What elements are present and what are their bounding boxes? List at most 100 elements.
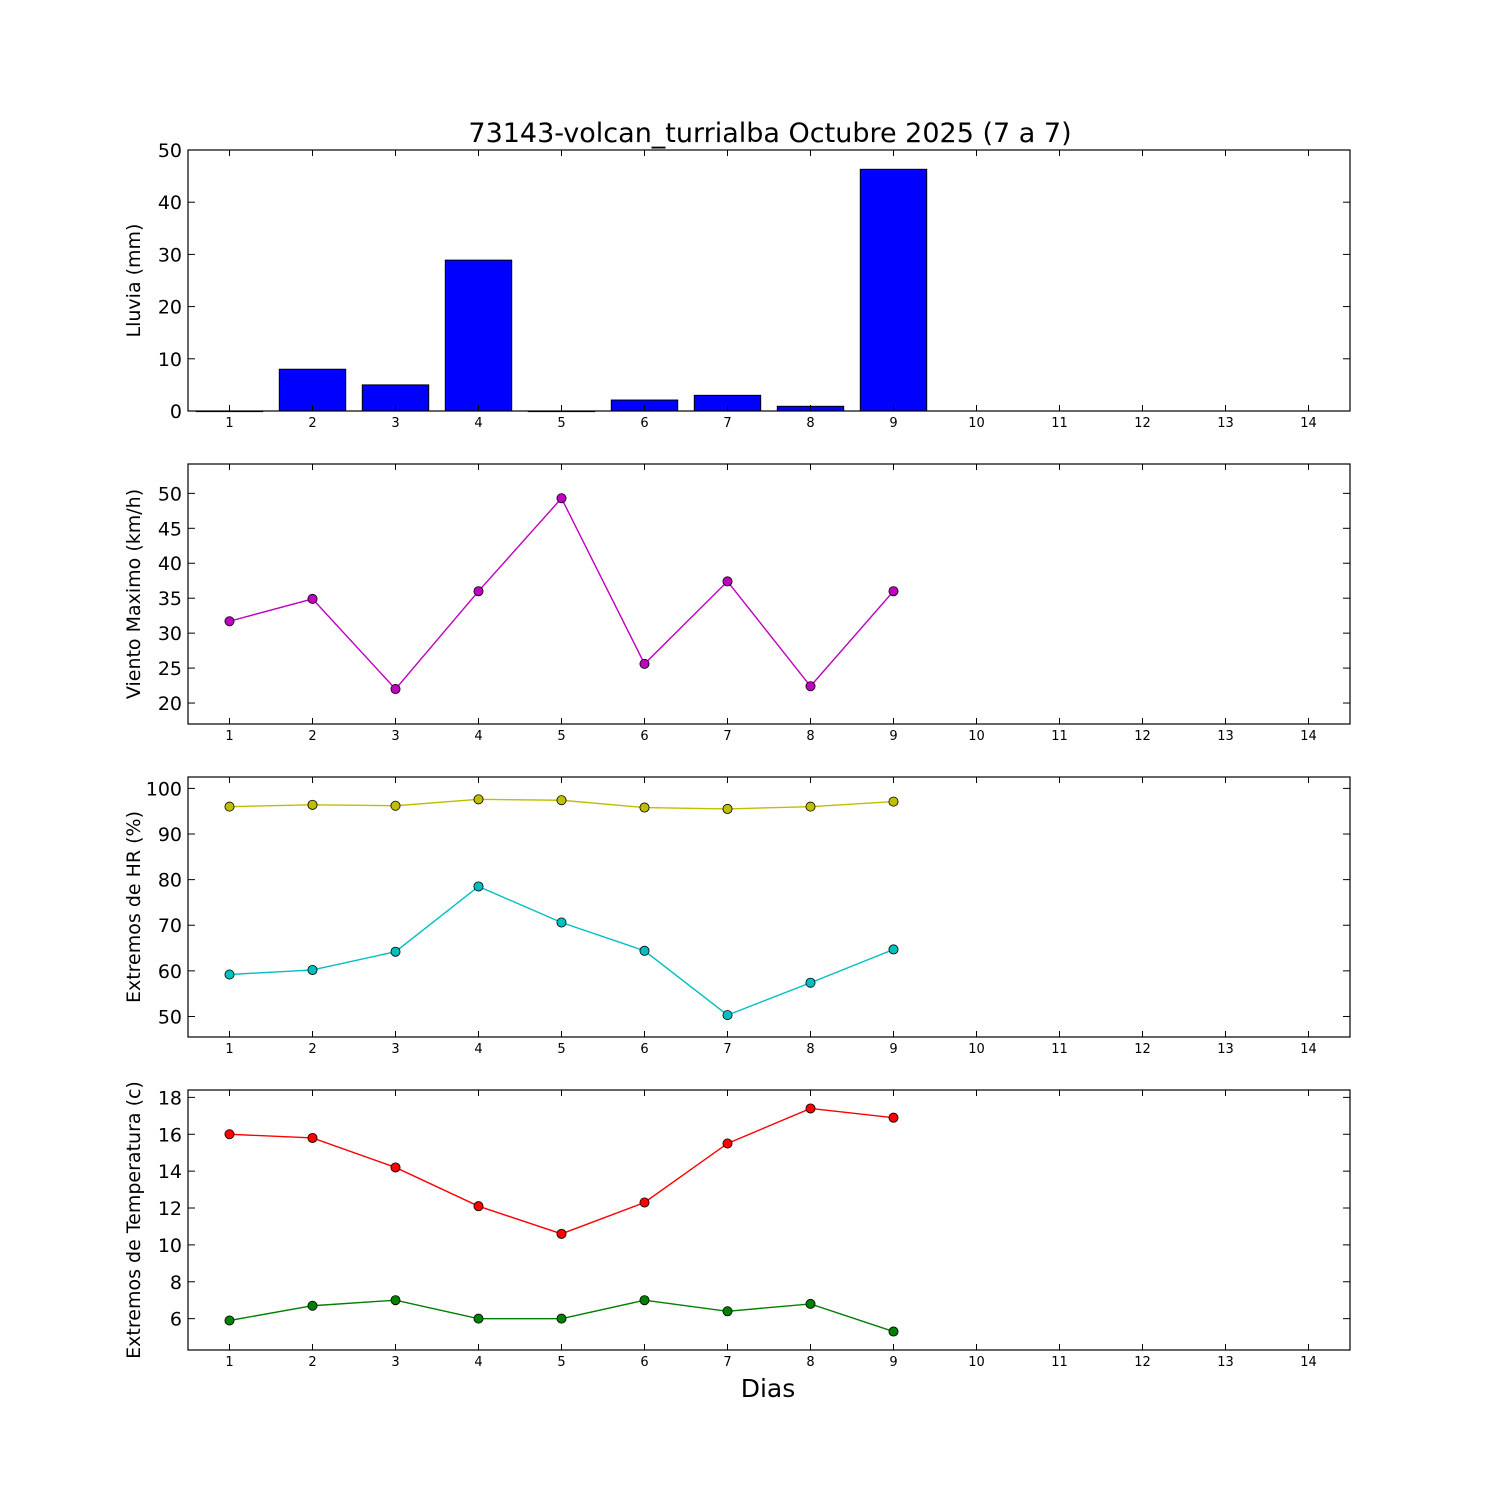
point-s1-day-2	[307, 799, 318, 810]
point-s1-day-5	[556, 493, 567, 504]
point-s1-day-4	[473, 586, 484, 597]
x-tick-label: 11	[1051, 1042, 1068, 1057]
y-tick-label: 18	[158, 1087, 182, 1109]
point-s2-day-5	[556, 1313, 567, 1324]
point-s1-day-7	[722, 1138, 733, 1149]
x-tick-label: 10	[968, 1355, 985, 1370]
point-s2-day-4	[473, 1313, 484, 1324]
x-tick-label: 10	[968, 416, 985, 431]
x-tick-label: 3	[391, 1042, 399, 1057]
point-s1-day-3	[390, 800, 401, 811]
panel-4: 1 2 3 4 5 6 7 8 9 10 11 12 13 14681012141618Extremos …	[123, 1081, 1351, 1370]
x-tick-label: 13	[1217, 1355, 1234, 1370]
x-tick-label: 8	[806, 416, 814, 431]
point-s2-day-3	[390, 1295, 401, 1306]
x-tick-label: 1	[225, 416, 233, 431]
x-tick-label: 9	[889, 729, 897, 744]
x-tick-label: 13	[1217, 1042, 1234, 1057]
point-s2-day-7	[722, 1010, 733, 1021]
y-tick-label: 10	[158, 1235, 182, 1257]
x-tick-label: 4	[474, 416, 482, 431]
x-tick-label: 5	[557, 416, 565, 431]
x-tick-label: 2	[308, 729, 316, 744]
point-s1-day-1	[224, 801, 235, 812]
x-tick-label: 14	[1300, 416, 1317, 431]
x-tick-label: 3	[391, 729, 399, 744]
x-tick-label: 4	[474, 729, 482, 744]
x-tick-label: 14	[1300, 729, 1317, 744]
y-tick-label: 50	[158, 1006, 182, 1028]
y-tick-label: 30	[158, 244, 182, 266]
x-tick-label: 4	[474, 1355, 482, 1370]
point-s2-day-9	[888, 1326, 899, 1337]
x-tick-label: 13	[1217, 729, 1234, 744]
x-tick-label: 10	[968, 1042, 985, 1057]
point-s2-day-6	[639, 1295, 650, 1306]
x-tick-label: 12	[1134, 729, 1151, 744]
x-tick-label: 11	[1051, 729, 1068, 744]
y-tick-label: 35	[158, 588, 182, 610]
axes-frame	[187, 1089, 1351, 1351]
y-tick-label: 20	[158, 693, 182, 715]
point-s2-day-2	[307, 964, 318, 975]
x-tick-label: 8	[806, 1355, 814, 1370]
point-s1-day-3	[390, 1162, 401, 1173]
x-tick-label: 6	[640, 416, 648, 431]
point-s2-day-8	[805, 1298, 816, 1309]
axes-frame	[187, 776, 1351, 1038]
point-s2-day-3	[390, 946, 401, 957]
axes-frame	[187, 149, 1351, 412]
point-s2-day-1	[224, 1315, 235, 1326]
y-tick-label: 40	[158, 553, 182, 575]
point-s1-day-6	[639, 658, 650, 669]
x-tick-label: 7	[723, 1355, 731, 1370]
point-s2-day-9	[888, 944, 899, 955]
x-tick-label: 6	[640, 1355, 648, 1370]
point-s1-day-9	[888, 1112, 899, 1123]
y-tick-label: 20	[158, 297, 182, 319]
y-tick-label: 12	[158, 1198, 182, 1220]
x-tick-label: 2	[308, 1355, 316, 1370]
bar-day-2	[278, 368, 347, 412]
y-tick-label: 90	[158, 824, 182, 846]
x-tick-label: 5	[557, 1042, 565, 1057]
x-tick-label: 7	[723, 729, 731, 744]
y-tick-label: 45	[158, 518, 182, 540]
x-tick-label: 5	[557, 1355, 565, 1370]
x-tick-label: 12	[1134, 1042, 1151, 1057]
y-tick-label: 10	[158, 349, 182, 371]
point-s1-day-6	[639, 802, 650, 813]
x-tick-label: 5	[557, 729, 565, 744]
y-tick-label: 50	[158, 483, 182, 505]
bar-day-9	[859, 168, 928, 412]
x-tick-label: 9	[889, 1355, 897, 1370]
x-tick-label: 13	[1217, 416, 1234, 431]
x-tick-label: 12	[1134, 416, 1151, 431]
point-s2-day-6	[639, 945, 650, 956]
axes-frame	[187, 463, 1351, 725]
x-axis-label: Dias	[741, 1374, 796, 1403]
point-s2-day-2	[307, 1300, 318, 1311]
x-tick-label: 8	[806, 729, 814, 744]
y-tick-label: 40	[158, 192, 182, 214]
y-tick-label: 8	[170, 1272, 182, 1294]
x-tick-label: 10	[968, 729, 985, 744]
x-tick-label: 11	[1051, 416, 1068, 431]
y-axis-label: Lluvia (mm)	[123, 224, 145, 338]
point-s2-day-5	[556, 917, 567, 928]
x-tick-label: 9	[889, 1042, 897, 1057]
y-tick-label: 14	[158, 1161, 182, 1183]
y-tick-label: 16	[158, 1124, 182, 1146]
point-s1-day-1	[224, 616, 235, 627]
x-tick-label: 6	[640, 1042, 648, 1057]
point-s1-day-4	[473, 794, 484, 805]
y-tick-label: 6	[170, 1309, 182, 1331]
y-tick-label: 25	[158, 658, 182, 680]
x-tick-label: 6	[640, 729, 648, 744]
y-tick-label: 100	[146, 778, 182, 800]
x-tick-label: 1	[225, 1355, 233, 1370]
point-s1-day-1	[224, 1129, 235, 1140]
